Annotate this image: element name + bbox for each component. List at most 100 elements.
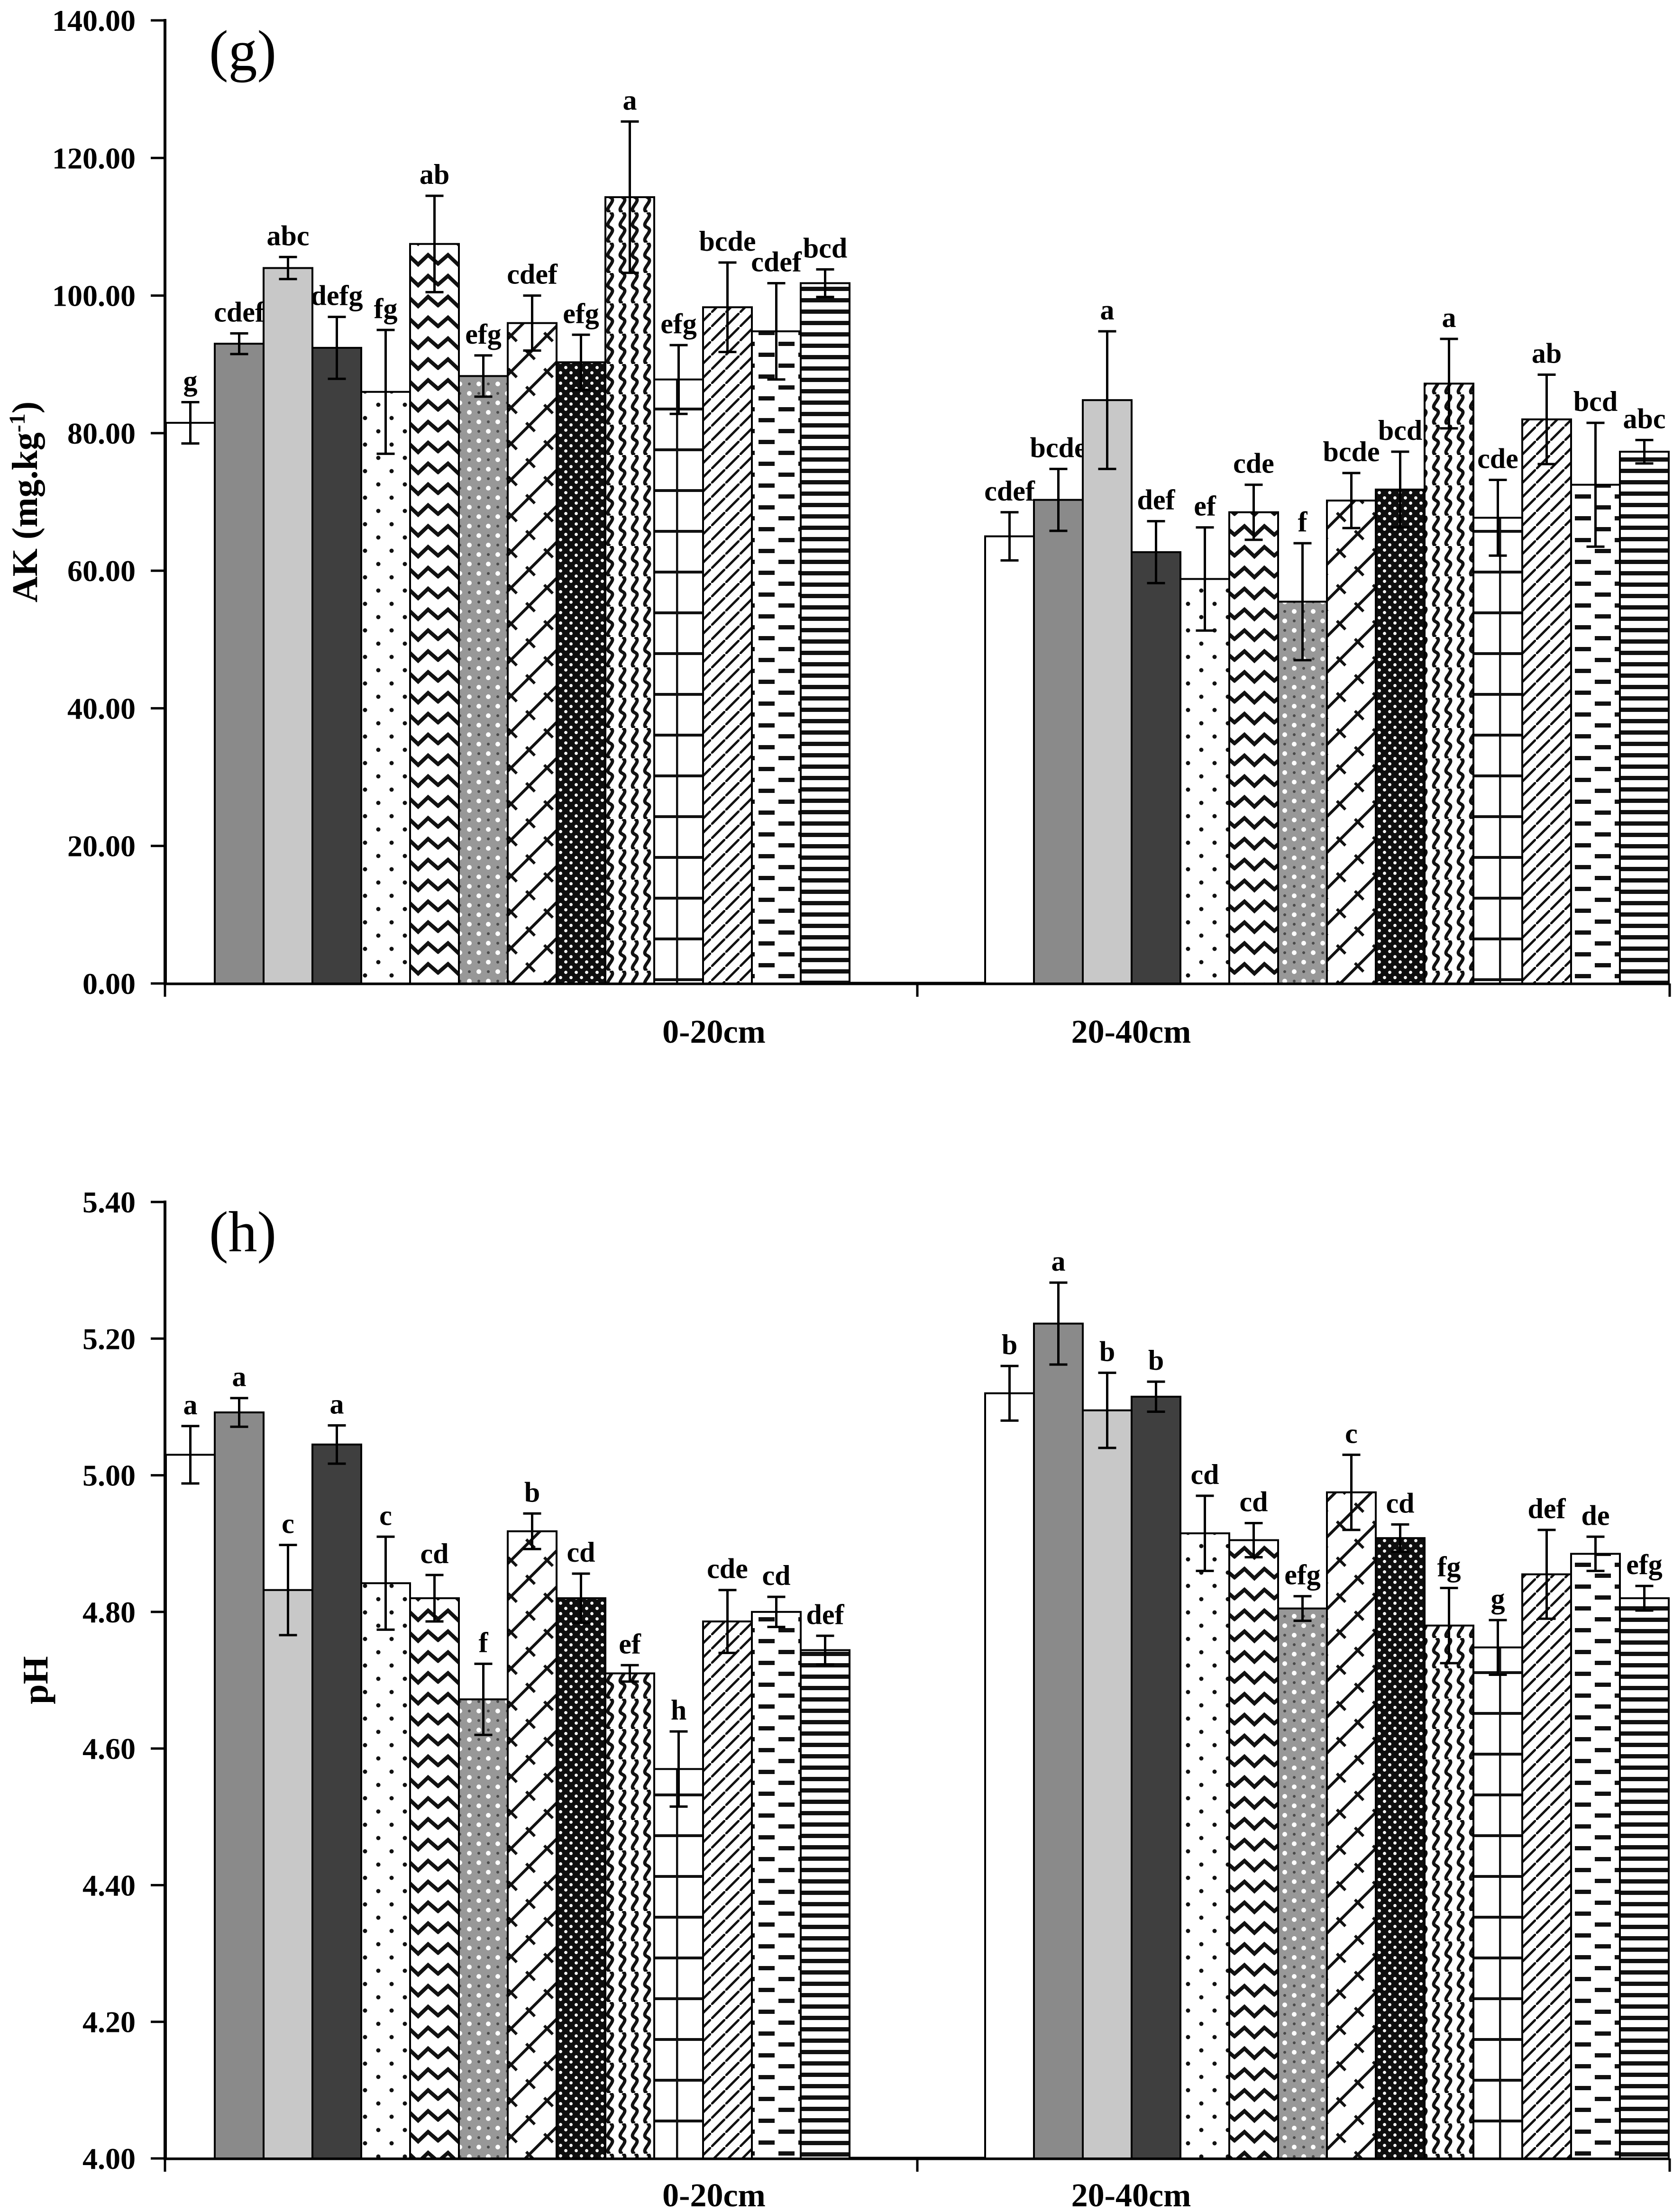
y-tick-label: 5.40 [82, 1185, 136, 1219]
bar-vertical-waves-20-40cm [1424, 382, 1474, 985]
bar-sparse-dots-0-20cm [360, 1582, 411, 2159]
x-group-label-0-20cm: 0-20cm [662, 1014, 766, 1050]
panel-g: 140.00 120.00 100.00 80.00 60.00 40.00 20.00 0.… [5, 4, 1671, 1050]
bar-dashes-20-40cm [1570, 483, 1621, 985]
y-axis-title-h: pH [16, 1656, 55, 1704]
sig-letter-vertical-waves-0-20cm: a [623, 84, 637, 116]
bar-vertical-waves-0-20cm [604, 1672, 655, 2159]
sig-letter-vertical-waves-20-40cm: fg [1437, 1551, 1461, 1582]
bar-horizontal-lines-0-20cm [800, 1649, 850, 2159]
bar-sparse-dots-0-20cm [360, 391, 411, 984]
sig-letter-gray-20-40cm: bcde [1030, 432, 1087, 463]
panel-label-g: (g) [209, 19, 276, 83]
bar-horizontal-lines-0-20cm [800, 282, 850, 985]
sig-letter-dark-gray-20-40cm: b [1148, 1345, 1164, 1376]
bar-diagonal-lines-0-20cm [702, 1620, 753, 2159]
sig-letter-diagonal-weave-20-40cm: c [1345, 1418, 1358, 1449]
bar-gray-0-20cm [214, 1411, 265, 2159]
x-group-label-0-20cm: 0-20cm [662, 2177, 766, 2212]
bar-light-gray-20-40cm [1082, 1409, 1133, 2159]
sig-letter-gray-speckle-0-20cm: efg [465, 319, 502, 350]
x-group-label-20-40cm: 20-40cm [1071, 2177, 1191, 2212]
bar-grid-20-40cm [1472, 517, 1523, 984]
panel-h: 5.40 5.20 5.00 4.80 4.60 4.40 4.20 4.00 a b a a c b a b… [16, 1185, 1671, 2212]
sig-letter-white-20-40cm: b [1002, 1329, 1017, 1360]
sig-letter-zigzag-0-20cm: cd [421, 1538, 449, 1569]
sig-letter-dashes-0-20cm: cd [762, 1560, 791, 1591]
sig-letter-grid-0-20cm: h [671, 1694, 686, 1726]
bar-diagonal-lines-20-40cm [1521, 1573, 1572, 2159]
sig-letter-vertical-waves-20-40cm: a [1442, 302, 1456, 333]
sig-letter-grid-0-20cm: efg [660, 308, 697, 339]
sig-letter-dark-gray-0-20cm: defg [311, 280, 363, 311]
bar-dark-gray-0-20cm [311, 1443, 362, 2159]
bar-gray-speckle-0-20cm [458, 1698, 509, 2160]
bar-gray-speckle-20-40cm [1277, 1607, 1328, 2159]
sig-letter-white-0-20cm: a [183, 1389, 198, 1420]
sig-letter-black-dotted-20-40cm: bcd [1378, 415, 1422, 446]
sig-letter-vertical-waves-0-20cm: ef [619, 1628, 641, 1659]
bar-white-0-20cm [165, 1454, 216, 2159]
bar-white-20-40cm [984, 535, 1035, 984]
sig-letter-gray-0-20cm: a [232, 1361, 247, 1393]
bar-diagonal-weave-20-40cm [1326, 500, 1377, 984]
sig-letter-black-dotted-0-20cm: efg [563, 298, 599, 329]
bar-gray-speckle-20-40cm [1277, 601, 1328, 984]
y-tick-label: 100.00 [52, 279, 136, 313]
bar-black-dotted-0-20cm [556, 1597, 606, 2159]
bar-zigzag-0-20cm [409, 243, 460, 985]
bar-black-dotted-20-40cm [1375, 488, 1426, 984]
x-group-label-20-40cm: 20-40cm [1071, 1014, 1191, 1050]
bar-black-dotted-20-40cm [1375, 1537, 1426, 2159]
sig-letter-gray-speckle-20-40cm: f [1298, 506, 1308, 537]
sig-letter-dark-gray-20-40cm: def [1137, 484, 1176, 516]
bar-vertical-waves-20-40cm [1424, 1624, 1474, 2160]
bar-vertical-waves-0-20cm [604, 196, 655, 985]
bar-zigzag-20-40cm [1228, 511, 1279, 985]
sig-letter-sparse-dots-20-40cm: cd [1191, 1459, 1219, 1490]
bar-dashes-0-20cm [751, 1611, 802, 2159]
sig-letter-dashes-0-20cm: cdef [751, 246, 802, 277]
sig-letter-zigzag-20-40cm: cde [1233, 448, 1274, 479]
sig-letter-horizontal-lines-20-40cm: abc [1623, 403, 1666, 434]
y-tick-label: 4.20 [82, 2005, 136, 2039]
bar-diagonal-weave-20-40cm [1326, 1491, 1377, 2159]
sig-letter-diagonal-lines-20-40cm: ab [1532, 337, 1562, 369]
sig-letter-horizontal-lines-20-40cm: efg [1626, 1549, 1663, 1580]
sig-letter-light-gray-0-20cm: c [282, 1508, 294, 1539]
y-tick-label: 4.80 [82, 1595, 136, 1629]
sig-letter-light-gray-0-20cm: abc [267, 220, 310, 251]
sig-letter-gray-speckle-20-40cm: efg [1284, 1559, 1321, 1591]
bar-dashes-0-20cm [751, 330, 802, 985]
y-tick-label: 140.00 [52, 4, 136, 37]
bar-dark-gray-20-40cm [1131, 1395, 1181, 2159]
sig-letter-horizontal-lines-0-20cm: def [806, 1599, 845, 1630]
sig-letter-zigzag-0-20cm: ab [420, 159, 449, 190]
sig-letter-gray-0-20cm: cdef [214, 296, 265, 328]
y-tick-label: 4.00 [82, 2142, 136, 2176]
y-tick-label: 4.60 [82, 1732, 136, 1766]
sig-letter-white-0-20cm: g [183, 365, 198, 397]
sig-letter-diagonal-weave-0-20cm: b [524, 1476, 540, 1508]
bar-grid-20-40cm [1472, 1646, 1523, 2160]
bar-light-gray-0-20cm [263, 1589, 313, 2159]
bar-dark-gray-20-40cm [1131, 551, 1181, 985]
sig-letter-dashes-20-40cm: de [1582, 1500, 1610, 1531]
sig-letter-light-gray-20-40cm: b [1099, 1336, 1115, 1367]
bar-light-gray-0-20cm [263, 267, 313, 984]
sig-letter-dashes-20-40cm: bcd [1573, 386, 1618, 417]
bar-diagonal-weave-0-20cm [507, 1530, 558, 2159]
sig-letter-grid-20-40cm: g [1491, 1583, 1505, 1614]
y-tick-label: 40.00 [67, 692, 136, 725]
sig-letter-diagonal-lines-0-20cm: cde [707, 1553, 748, 1584]
sig-letter-black-dotted-20-40cm: cd [1386, 1487, 1415, 1519]
bar-gray-speckle-0-20cm [458, 375, 509, 984]
sig-letter-diagonal-lines-0-20cm: bcde [699, 226, 756, 257]
bar-dark-gray-0-20cm [311, 346, 362, 984]
bar-dashes-20-40cm [1570, 1553, 1621, 2159]
sig-letter-light-gray-20-40cm: a [1100, 294, 1115, 326]
bar-gray-0-20cm [214, 343, 265, 985]
bar-gray-20-40cm [1033, 499, 1084, 985]
sig-letter-white-20-40cm: cdef [984, 475, 1035, 507]
sig-letter-horizontal-lines-0-20cm: bcd [803, 232, 847, 264]
